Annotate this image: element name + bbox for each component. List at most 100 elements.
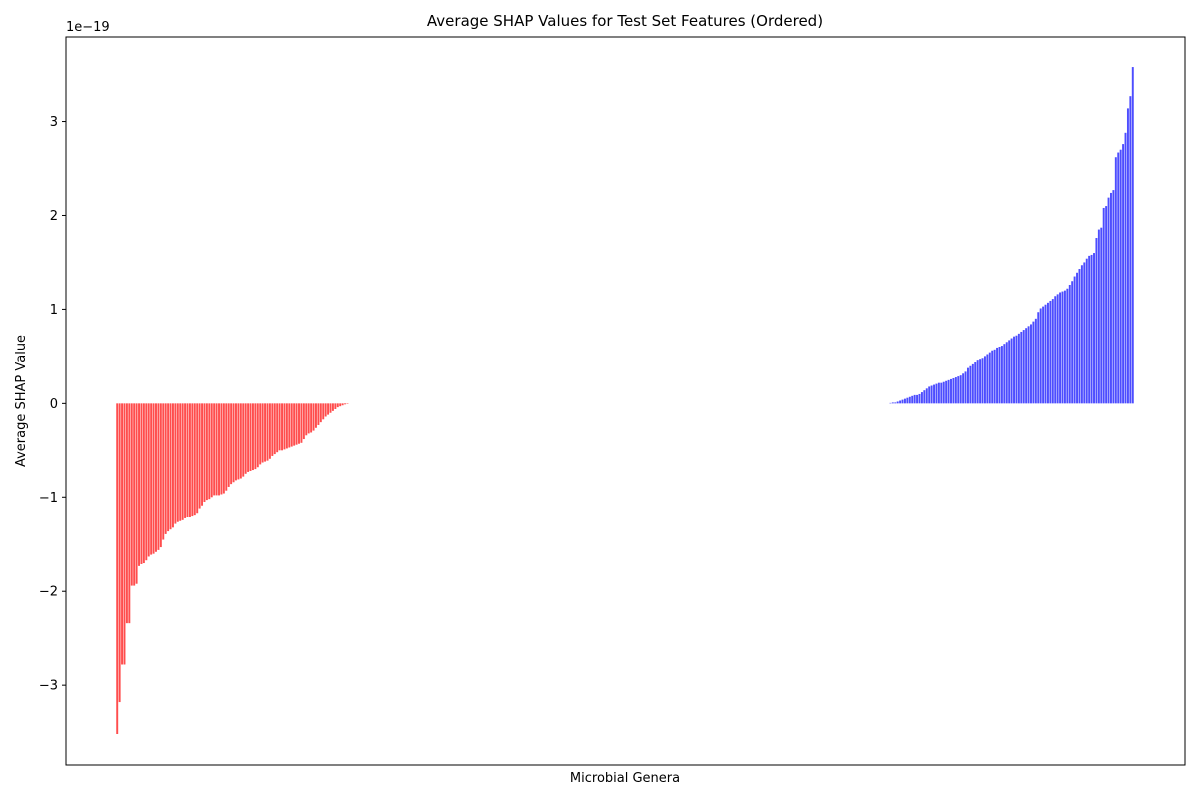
bar <box>892 402 894 403</box>
bar <box>325 403 327 416</box>
bar <box>254 403 256 469</box>
y-tick-label: 1 <box>50 303 58 318</box>
bar <box>1093 253 1095 403</box>
y-tick-label: −2 <box>39 585 58 600</box>
bar <box>904 399 906 404</box>
bar <box>1013 337 1015 404</box>
bar <box>208 403 210 499</box>
bar <box>1098 230 1100 404</box>
bar <box>124 403 126 664</box>
bar <box>940 383 942 404</box>
bar <box>1081 265 1083 403</box>
x-axis-label: Microbial Genera <box>570 771 680 786</box>
bar <box>1112 190 1114 403</box>
bar <box>308 403 310 433</box>
bar <box>213 403 215 495</box>
bar <box>909 397 911 404</box>
bar <box>1037 312 1039 403</box>
bar <box>1006 342 1008 403</box>
bar <box>1064 291 1066 404</box>
bar <box>1040 308 1042 403</box>
y-tick-label: 0 <box>50 397 58 412</box>
bar <box>145 403 147 560</box>
bar <box>136 403 138 583</box>
bar <box>1115 157 1117 403</box>
bar <box>330 403 332 412</box>
bar <box>228 403 230 487</box>
bar <box>342 403 344 405</box>
bar <box>894 402 896 403</box>
bar <box>1008 340 1010 403</box>
bar <box>974 362 976 403</box>
bar <box>999 347 1001 403</box>
bar <box>1032 322 1034 404</box>
bar <box>1020 332 1022 403</box>
bar <box>1054 296 1056 403</box>
bar <box>286 403 288 448</box>
bar <box>897 401 899 403</box>
bar <box>1076 273 1078 404</box>
bar <box>902 400 904 404</box>
bar <box>174 403 176 523</box>
bar <box>257 403 259 467</box>
bar <box>242 403 244 476</box>
bar <box>230 403 232 484</box>
bar <box>1086 259 1088 404</box>
bar <box>153 403 155 553</box>
bar <box>899 401 901 404</box>
bar <box>996 348 998 403</box>
bar <box>1066 289 1068 404</box>
bar <box>252 403 254 470</box>
bar <box>269 403 271 458</box>
bar <box>206 403 208 500</box>
bar <box>305 403 307 435</box>
bar <box>143 403 145 563</box>
bar <box>199 403 201 508</box>
bar <box>296 403 298 444</box>
bar <box>1074 277 1076 404</box>
bar <box>1049 301 1051 403</box>
bar <box>1091 255 1093 403</box>
chart-title: Average SHAP Values for Test Set Feature… <box>427 12 823 30</box>
bar <box>138 403 140 566</box>
bar <box>334 403 336 409</box>
bar <box>1011 339 1013 404</box>
bar <box>1117 153 1119 404</box>
bar <box>322 403 324 419</box>
bar <box>1127 108 1129 403</box>
bar <box>1122 144 1124 403</box>
bar <box>128 403 130 623</box>
y-offset-text: 1e−19 <box>66 20 110 35</box>
bar <box>1047 303 1049 404</box>
bar <box>935 384 937 404</box>
bar <box>155 403 157 551</box>
bar <box>1108 198 1110 404</box>
bar <box>948 380 950 403</box>
bar <box>264 403 266 461</box>
bar <box>194 403 196 515</box>
bar <box>1057 294 1059 403</box>
bar <box>952 378 954 403</box>
bar <box>967 368 969 404</box>
bar <box>220 403 222 494</box>
bar <box>945 381 947 404</box>
bar <box>157 403 159 550</box>
bar <box>218 403 220 495</box>
bar <box>979 359 981 403</box>
bar <box>317 403 319 425</box>
bar <box>165 403 167 534</box>
bar <box>267 403 269 460</box>
bar <box>906 398 908 404</box>
bar <box>259 403 261 464</box>
bar <box>293 403 295 445</box>
bar <box>1035 319 1037 404</box>
bar <box>237 403 239 479</box>
bar <box>245 403 247 473</box>
bar <box>150 403 152 554</box>
bar <box>1078 269 1080 403</box>
bar <box>201 403 203 505</box>
bar <box>957 376 959 403</box>
